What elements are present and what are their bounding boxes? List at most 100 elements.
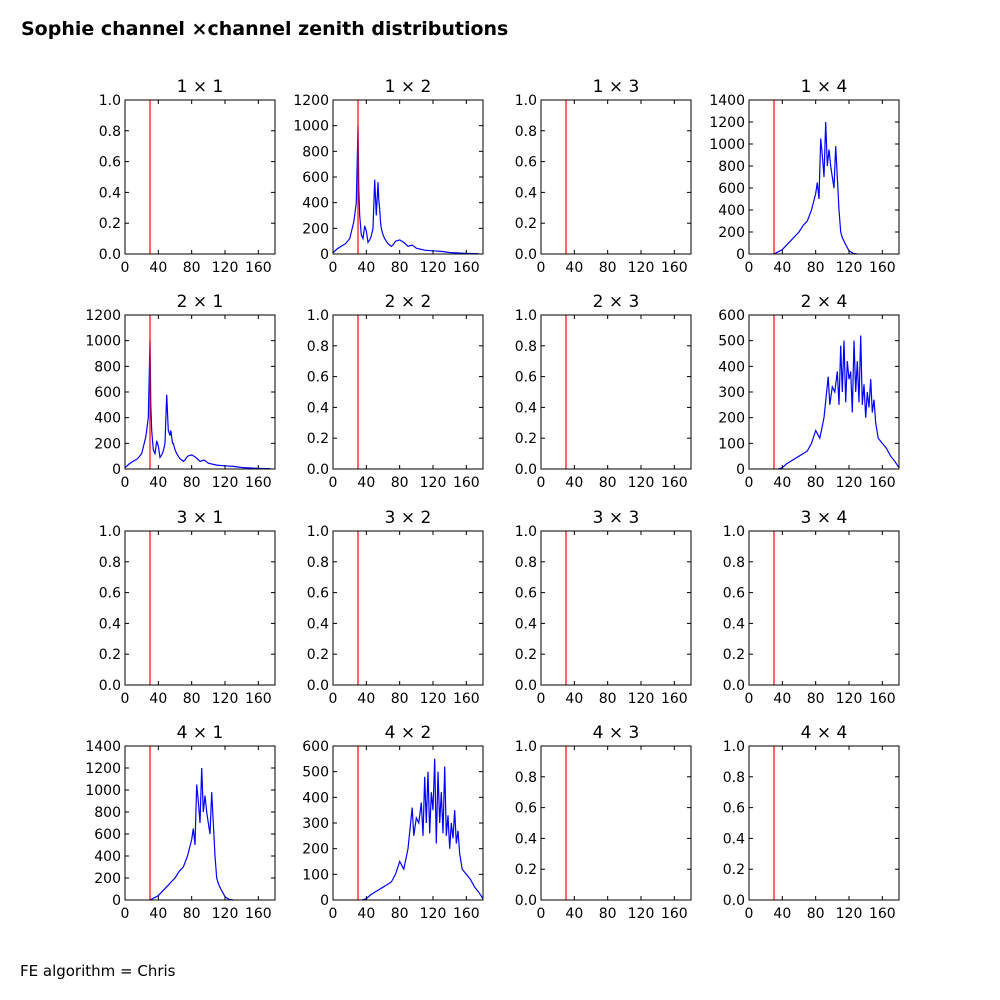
y-tick-label: 0 (736, 247, 745, 263)
axes-frame (124, 745, 276, 901)
x-tick-label: 160 (661, 475, 688, 491)
y-tick-label: 0.6 (515, 801, 537, 817)
y-tick-label: 0.4 (723, 831, 745, 847)
x-tick-label: 160 (453, 906, 480, 922)
y-tick-label: 500 (718, 334, 745, 350)
y-tick-label: 200 (718, 225, 745, 241)
x-tick-label: 0 (745, 475, 754, 491)
y-tick-label: 0.4 (515, 185, 537, 201)
axes-frame (540, 530, 692, 686)
y-tick-label: 1200 (293, 93, 329, 109)
x-tick-label: 0 (745, 260, 754, 276)
y-tick-label: 0.4 (723, 616, 745, 632)
y-tick-label: 0 (320, 893, 329, 909)
x-tick-label: 120 (212, 906, 239, 922)
y-tick-label: 0.0 (723, 678, 745, 694)
y-tick-label: 0.2 (99, 647, 121, 663)
y-tick-label: 0.0 (515, 893, 537, 909)
x-tick-label: 80 (183, 906, 201, 922)
x-tick-label: 0 (121, 691, 130, 707)
x-tick-label: 160 (245, 475, 272, 491)
x-tick-label: 40 (357, 906, 375, 922)
x-tick-label: 0 (537, 691, 546, 707)
y-tick-label: 0.6 (515, 586, 537, 602)
y-tick-label: 800 (94, 805, 121, 821)
y-tick-label: 1.0 (515, 739, 537, 755)
y-tick-label: 0.2 (307, 431, 329, 447)
subplot-title: 1 × 1 (177, 77, 224, 97)
x-tick-label: 160 (869, 475, 896, 491)
x-tick-label: 160 (661, 260, 688, 276)
y-tick-label: 0.8 (99, 555, 121, 571)
axes-frame (332, 314, 484, 470)
x-tick-label: 160 (453, 691, 480, 707)
y-tick-label: 300 (718, 385, 745, 401)
x-tick-label: 120 (628, 906, 655, 922)
series-line (124, 340, 271, 470)
y-tick-label: 0.6 (307, 586, 329, 602)
x-tick-label: 80 (599, 906, 617, 922)
y-tick-label: 0.2 (515, 431, 537, 447)
y-tick-label: 0.6 (99, 155, 121, 171)
subplot: 1 × 2 0 40 80 120 160 0 200 400 600 800 1000 1200 (293, 77, 484, 276)
subplot-title: 2 × 2 (385, 292, 432, 312)
y-tick-label: 0.4 (515, 616, 537, 632)
subplot: 3 × 4 0 40 80 120 160 0.0 0.2 0.4 0.6 0.8 1.0 (723, 508, 900, 707)
y-tick-label: 0.6 (515, 155, 537, 171)
axes-frame (748, 745, 900, 901)
y-tick-label: 0.8 (515, 124, 537, 140)
x-tick-label: 40 (773, 475, 791, 491)
x-tick-label: 120 (420, 691, 447, 707)
subplot-title: 3 × 1 (177, 508, 224, 528)
x-tick-label: 40 (565, 260, 583, 276)
subplot: 4 × 3 0 40 80 120 160 0.0 0.2 0.4 0.6 0.8 1.0 (515, 723, 692, 922)
y-tick-label: 100 (302, 867, 329, 883)
x-tick-label: 40 (149, 260, 167, 276)
x-tick-label: 0 (745, 691, 754, 707)
y-tick-label: 1.0 (515, 524, 537, 540)
y-tick-label: 0.4 (307, 616, 329, 632)
series-line (778, 335, 900, 470)
y-tick-label: 0.0 (99, 247, 121, 263)
x-tick-label: 40 (773, 906, 791, 922)
axes-frame (124, 314, 276, 470)
x-tick-label: 120 (628, 475, 655, 491)
y-tick-label: 1000 (709, 137, 745, 153)
x-tick-label: 40 (773, 691, 791, 707)
y-tick-label: 0 (112, 893, 121, 909)
x-tick-label: 0 (121, 475, 130, 491)
x-tick-label: 160 (869, 691, 896, 707)
y-tick-label: 0.0 (99, 678, 121, 694)
y-tick-label: 1000 (293, 119, 329, 135)
subplot: 1 × 3 0 40 80 120 160 0.0 0.2 0.4 0.6 0.8 1.0 (515, 77, 692, 276)
y-tick-label: 0 (320, 247, 329, 263)
axes-frame (332, 745, 484, 901)
x-tick-label: 0 (329, 475, 338, 491)
y-tick-label: 0.8 (723, 555, 745, 571)
x-tick-label: 80 (391, 691, 409, 707)
axes-frame (748, 530, 900, 686)
subplot-title: 1 × 2 (385, 77, 432, 97)
x-tick-label: 40 (357, 475, 375, 491)
y-tick-label: 0.6 (515, 370, 537, 386)
x-tick-label: 160 (453, 475, 480, 491)
x-tick-label: 80 (807, 906, 825, 922)
y-tick-label: 800 (302, 144, 329, 160)
y-tick-label: 400 (94, 411, 121, 427)
x-tick-label: 40 (565, 906, 583, 922)
y-tick-label: 0.0 (515, 247, 537, 263)
y-tick-label: 0.8 (723, 770, 745, 786)
y-tick-label: 0 (736, 462, 745, 478)
subplot-title: 2 × 3 (593, 292, 640, 312)
subplot-title: 2 × 1 (177, 292, 224, 312)
y-tick-label: 0.2 (515, 216, 537, 232)
subplot-title: 3 × 4 (801, 508, 848, 528)
y-tick-label: 1.0 (99, 93, 121, 109)
x-tick-label: 40 (357, 260, 375, 276)
y-tick-label: 600 (302, 739, 329, 755)
x-tick-label: 80 (807, 260, 825, 276)
x-tick-label: 120 (836, 691, 863, 707)
x-tick-label: 0 (745, 906, 754, 922)
axes-frame (748, 99, 900, 255)
